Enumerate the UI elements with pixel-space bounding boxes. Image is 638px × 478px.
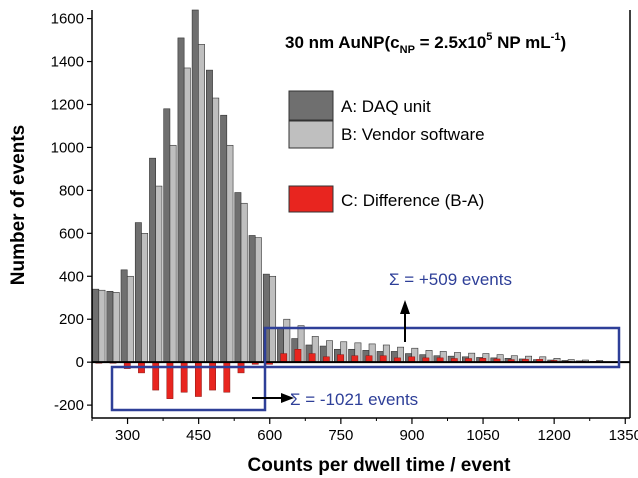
bar-series-a bbox=[106, 291, 114, 363]
legend-swatch-a bbox=[288, 90, 334, 121]
bar-series-b bbox=[269, 275, 277, 363]
x-tick-label: 1200 bbox=[537, 427, 570, 444]
bar-series-b bbox=[240, 202, 248, 363]
annotations: Σ = +509 events Σ = -1021 events bbox=[110, 270, 621, 412]
y-tick-label: 1400 bbox=[51, 54, 84, 71]
bar-series-a bbox=[248, 235, 256, 363]
bar-series-a bbox=[120, 269, 128, 363]
y-tick-label: 600 bbox=[59, 225, 84, 242]
y-tick-label: 0 bbox=[76, 354, 84, 371]
bar-series-a bbox=[92, 288, 100, 363]
y-tick-label: -200 bbox=[54, 397, 84, 414]
x-tick-label: 1350 bbox=[609, 427, 638, 444]
bar-series-c bbox=[308, 353, 316, 363]
x-tick-label: 600 bbox=[257, 427, 282, 444]
bar-series-b bbox=[112, 292, 120, 363]
negative-sum-box bbox=[110, 365, 267, 412]
bar-series-a bbox=[149, 157, 157, 363]
negative-sum-label: Σ = -1021 events bbox=[290, 390, 418, 409]
x-tick-label: 450 bbox=[186, 427, 211, 444]
x-tick-label: 1050 bbox=[466, 427, 499, 444]
bar-series-b bbox=[212, 97, 220, 363]
bar-series-a bbox=[234, 192, 242, 363]
bar-series-a bbox=[191, 9, 199, 363]
bar-series-b bbox=[254, 237, 262, 363]
y-tick-label: 200 bbox=[59, 311, 84, 328]
legend-swatch-c bbox=[288, 185, 334, 213]
bar-series-b bbox=[198, 44, 205, 363]
y-tick-label: 400 bbox=[59, 268, 84, 285]
legend-label-b: B: Vendor software bbox=[341, 125, 485, 144]
bar-series-b bbox=[226, 144, 234, 363]
y-axis-label: Number of events bbox=[8, 125, 29, 285]
legend-label-a: A: DAQ unit bbox=[341, 97, 431, 116]
chart-title: 30 nm AuNP(cNP = 2.5x105 NP mL-1) bbox=[285, 31, 566, 56]
legend: A: DAQ unit B: Vendor software C: Differ… bbox=[288, 90, 485, 213]
negative-sum-arrow-head bbox=[281, 393, 294, 403]
bar-series-a bbox=[206, 69, 213, 363]
positive-sum-arrow-head bbox=[400, 300, 410, 314]
x-tick-label: 750 bbox=[328, 427, 353, 444]
title-subscript: NP bbox=[400, 44, 415, 56]
bar-series-a bbox=[177, 37, 185, 363]
bar-series-c bbox=[280, 353, 288, 363]
legend-label-c: C: Difference (B-A) bbox=[341, 191, 484, 210]
x-axis-label: Counts per dwell time / event bbox=[248, 455, 512, 476]
bar-series-b bbox=[183, 67, 191, 363]
title-superscript-2: -1 bbox=[551, 31, 561, 43]
ticks-layer: -200 0 200 400 600 800 1000 1200 1400 1600 300 450 6… bbox=[51, 11, 638, 444]
x-tick-label: 300 bbox=[115, 427, 140, 444]
bars-layer bbox=[92, 9, 604, 399]
y-tick-label: 800 bbox=[59, 182, 84, 199]
bar-series-b bbox=[169, 144, 177, 363]
x-tick-label: 900 bbox=[399, 427, 424, 444]
bar-series-c bbox=[294, 349, 302, 363]
legend-swatch-b bbox=[288, 120, 334, 149]
bar-series-a bbox=[134, 222, 142, 363]
bar-series-a bbox=[163, 108, 171, 363]
bar-series-b bbox=[126, 275, 134, 363]
title-superscript: 5 bbox=[486, 31, 492, 43]
axes-layer bbox=[91, 10, 631, 419]
positive-sum-label: Σ = +509 events bbox=[389, 270, 512, 289]
bar-series-b bbox=[98, 289, 106, 363]
y-tick-label: 1200 bbox=[51, 96, 84, 113]
positive-sum-box bbox=[263, 326, 621, 369]
bar-series-b bbox=[141, 233, 149, 363]
y-tick-label: 1600 bbox=[51, 11, 84, 28]
y-tick-label: 1000 bbox=[51, 139, 84, 156]
bar-series-b bbox=[155, 185, 163, 363]
bar-series-a bbox=[220, 114, 228, 363]
bar-series-c bbox=[337, 354, 344, 363]
